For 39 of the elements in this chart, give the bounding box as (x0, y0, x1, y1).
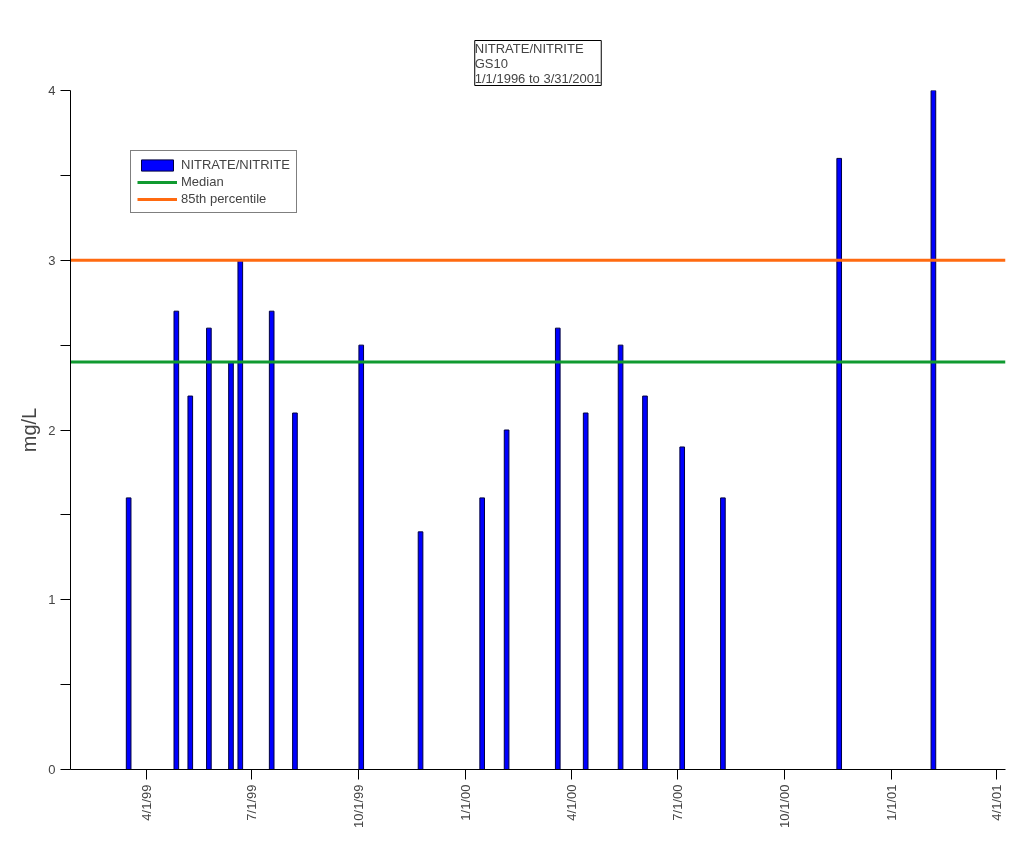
bar (503, 429, 510, 770)
legend-label: 85th percentile (181, 191, 267, 206)
x-tick-label: 7/1/99 (244, 784, 260, 821)
bar (582, 412, 589, 770)
x-tick-label: 4/1/00 (564, 784, 580, 821)
bar (173, 310, 180, 770)
chart-title: NITRATE/NITRITE GS10 1/1/1996 to 3/31/2001 (474, 40, 602, 86)
y-axis-title: mg/L (18, 407, 41, 453)
x-tick-label: 1/1/00 (458, 784, 474, 821)
bar (617, 344, 624, 770)
x-tick-label: 1/1/01 (884, 784, 900, 821)
x-tick-label: 10/1/99 (351, 784, 367, 828)
x-tick-label: 4/1/01 (988, 784, 1004, 821)
bar (237, 259, 244, 770)
bar (554, 327, 561, 770)
y-tick-label: 1 (48, 592, 56, 608)
bar (642, 395, 648, 770)
x-tick-label: 7/1/00 (670, 784, 686, 821)
y-tick-label: 4 (48, 83, 56, 98)
legend-label: NITRATE/NITRITE (181, 157, 290, 172)
bar (268, 310, 275, 770)
bar (206, 327, 212, 770)
legend-label: Median (181, 174, 224, 189)
y-tick-label: 2 (48, 422, 56, 438)
bar (358, 344, 365, 770)
y-tick-label: 0 (48, 762, 56, 777)
bar (479, 497, 485, 770)
x-tick-label: 4/1/99 (138, 784, 154, 821)
bar (417, 531, 424, 770)
bar (125, 497, 132, 770)
bar (836, 157, 843, 770)
bar (187, 395, 194, 770)
y-tick-label: 3 (48, 252, 56, 268)
bar (930, 90, 937, 770)
bar (292, 412, 298, 770)
bar (679, 446, 686, 770)
bar (228, 361, 234, 770)
x-tick-label: 10/1/00 (777, 784, 793, 828)
bar (720, 497, 726, 770)
